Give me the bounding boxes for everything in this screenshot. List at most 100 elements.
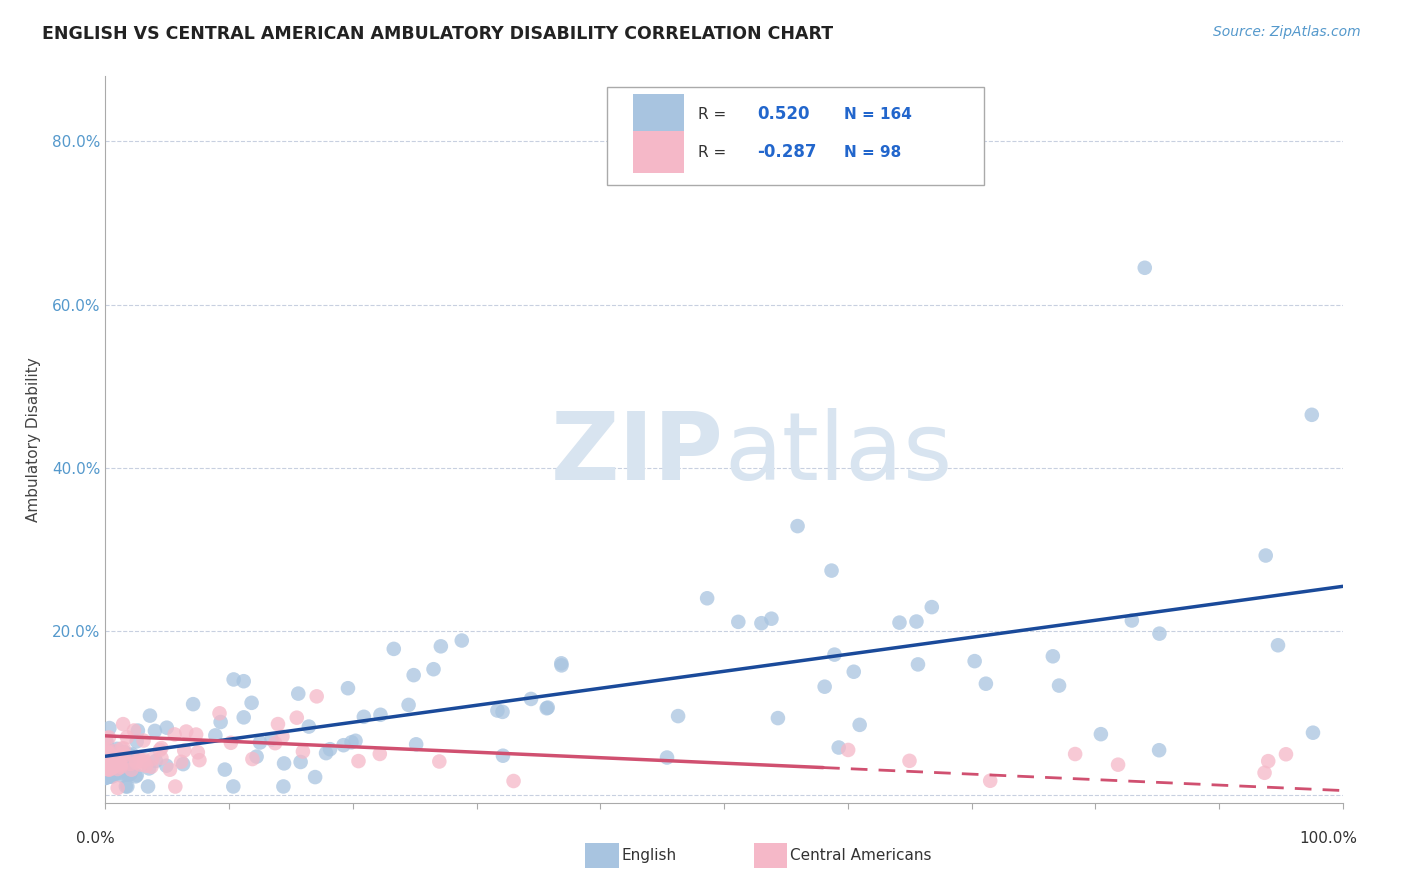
Point (94, 761, 117, 775)
Point (124, 769, 146, 783)
Point (163, 727, 186, 741)
Point (368, 747, 391, 761)
Point (127, 723, 149, 738)
Point (103, 756, 125, 771)
Point (121, 747, 143, 762)
Point (290, 755, 312, 769)
Point (96, 735, 118, 749)
Point (120, 756, 142, 771)
Point (114, 759, 136, 773)
Point (170, 755, 193, 769)
Point (100, 768, 122, 782)
Point (520, 692, 543, 706)
Point (104, 744, 127, 758)
Point (98, 765, 121, 780)
Point (114, 756, 136, 770)
Point (107, 752, 129, 766)
Point (138, 761, 160, 775)
Point (103, 759, 125, 773)
Point (905, 615, 928, 629)
Point (94, 747, 117, 762)
Point (96, 770, 118, 784)
Point (110, 766, 132, 780)
Point (101, 758, 124, 772)
Point (304, 770, 326, 784)
Point (101, 751, 124, 765)
Point (111, 769, 134, 783)
Point (105, 742, 128, 756)
Point (450, 633, 472, 648)
Point (491, 705, 513, 719)
Point (96, 759, 118, 773)
Point (145, 754, 167, 768)
Point (111, 759, 134, 773)
Point (184, 727, 207, 741)
Point (204, 728, 226, 742)
Point (110, 758, 132, 772)
Point (96, 742, 118, 756)
Point (132, 755, 155, 769)
Text: R =: R = (699, 145, 727, 160)
Point (824, 648, 846, 662)
Point (96, 768, 118, 782)
Text: R =: R = (699, 107, 727, 122)
Point (101, 769, 124, 783)
Point (94, 761, 117, 775)
Point (98, 767, 121, 781)
Point (222, 673, 245, 687)
Point (786, 519, 808, 533)
Point (1047, 679, 1070, 693)
Point (1064, 747, 1087, 761)
Point (94, 747, 117, 761)
FancyBboxPatch shape (606, 87, 984, 185)
Point (135, 759, 157, 773)
Point (298, 720, 321, 734)
Point (260, 732, 283, 747)
Point (143, 723, 166, 738)
Point (97, 731, 120, 745)
Point (837, 743, 859, 757)
Text: N = 164: N = 164 (844, 107, 912, 122)
Point (103, 758, 125, 772)
Point (1267, 638, 1289, 652)
Point (848, 718, 870, 732)
Text: 0.0%: 0.0% (76, 831, 115, 846)
Point (232, 710, 254, 724)
Point (112, 741, 135, 756)
Point (273, 756, 295, 771)
Point (103, 760, 125, 774)
Point (100, 760, 122, 774)
Point (209, 714, 232, 729)
Point (921, 600, 943, 615)
FancyBboxPatch shape (633, 131, 685, 173)
Point (141, 752, 163, 766)
Point (305, 690, 328, 704)
Point (1301, 408, 1323, 422)
Point (347, 754, 370, 768)
Point (336, 681, 359, 696)
Point (402, 668, 425, 682)
Point (98, 758, 121, 772)
Point (97, 763, 120, 777)
Point (98, 768, 121, 782)
Point (115, 731, 138, 745)
Point (287, 687, 309, 701)
Point (112, 747, 135, 761)
Point (889, 615, 911, 630)
Point (319, 742, 342, 756)
Point (332, 738, 354, 752)
Point (103, 753, 125, 767)
Point (101, 766, 124, 780)
Point (502, 774, 524, 789)
Point (173, 743, 195, 757)
Point (96, 744, 118, 758)
Point (97, 770, 120, 784)
Point (129, 752, 152, 766)
Point (536, 701, 558, 715)
FancyBboxPatch shape (633, 94, 685, 135)
Point (427, 755, 450, 769)
Point (105, 757, 128, 772)
Point (344, 733, 367, 747)
Point (115, 764, 138, 779)
Point (114, 761, 136, 775)
